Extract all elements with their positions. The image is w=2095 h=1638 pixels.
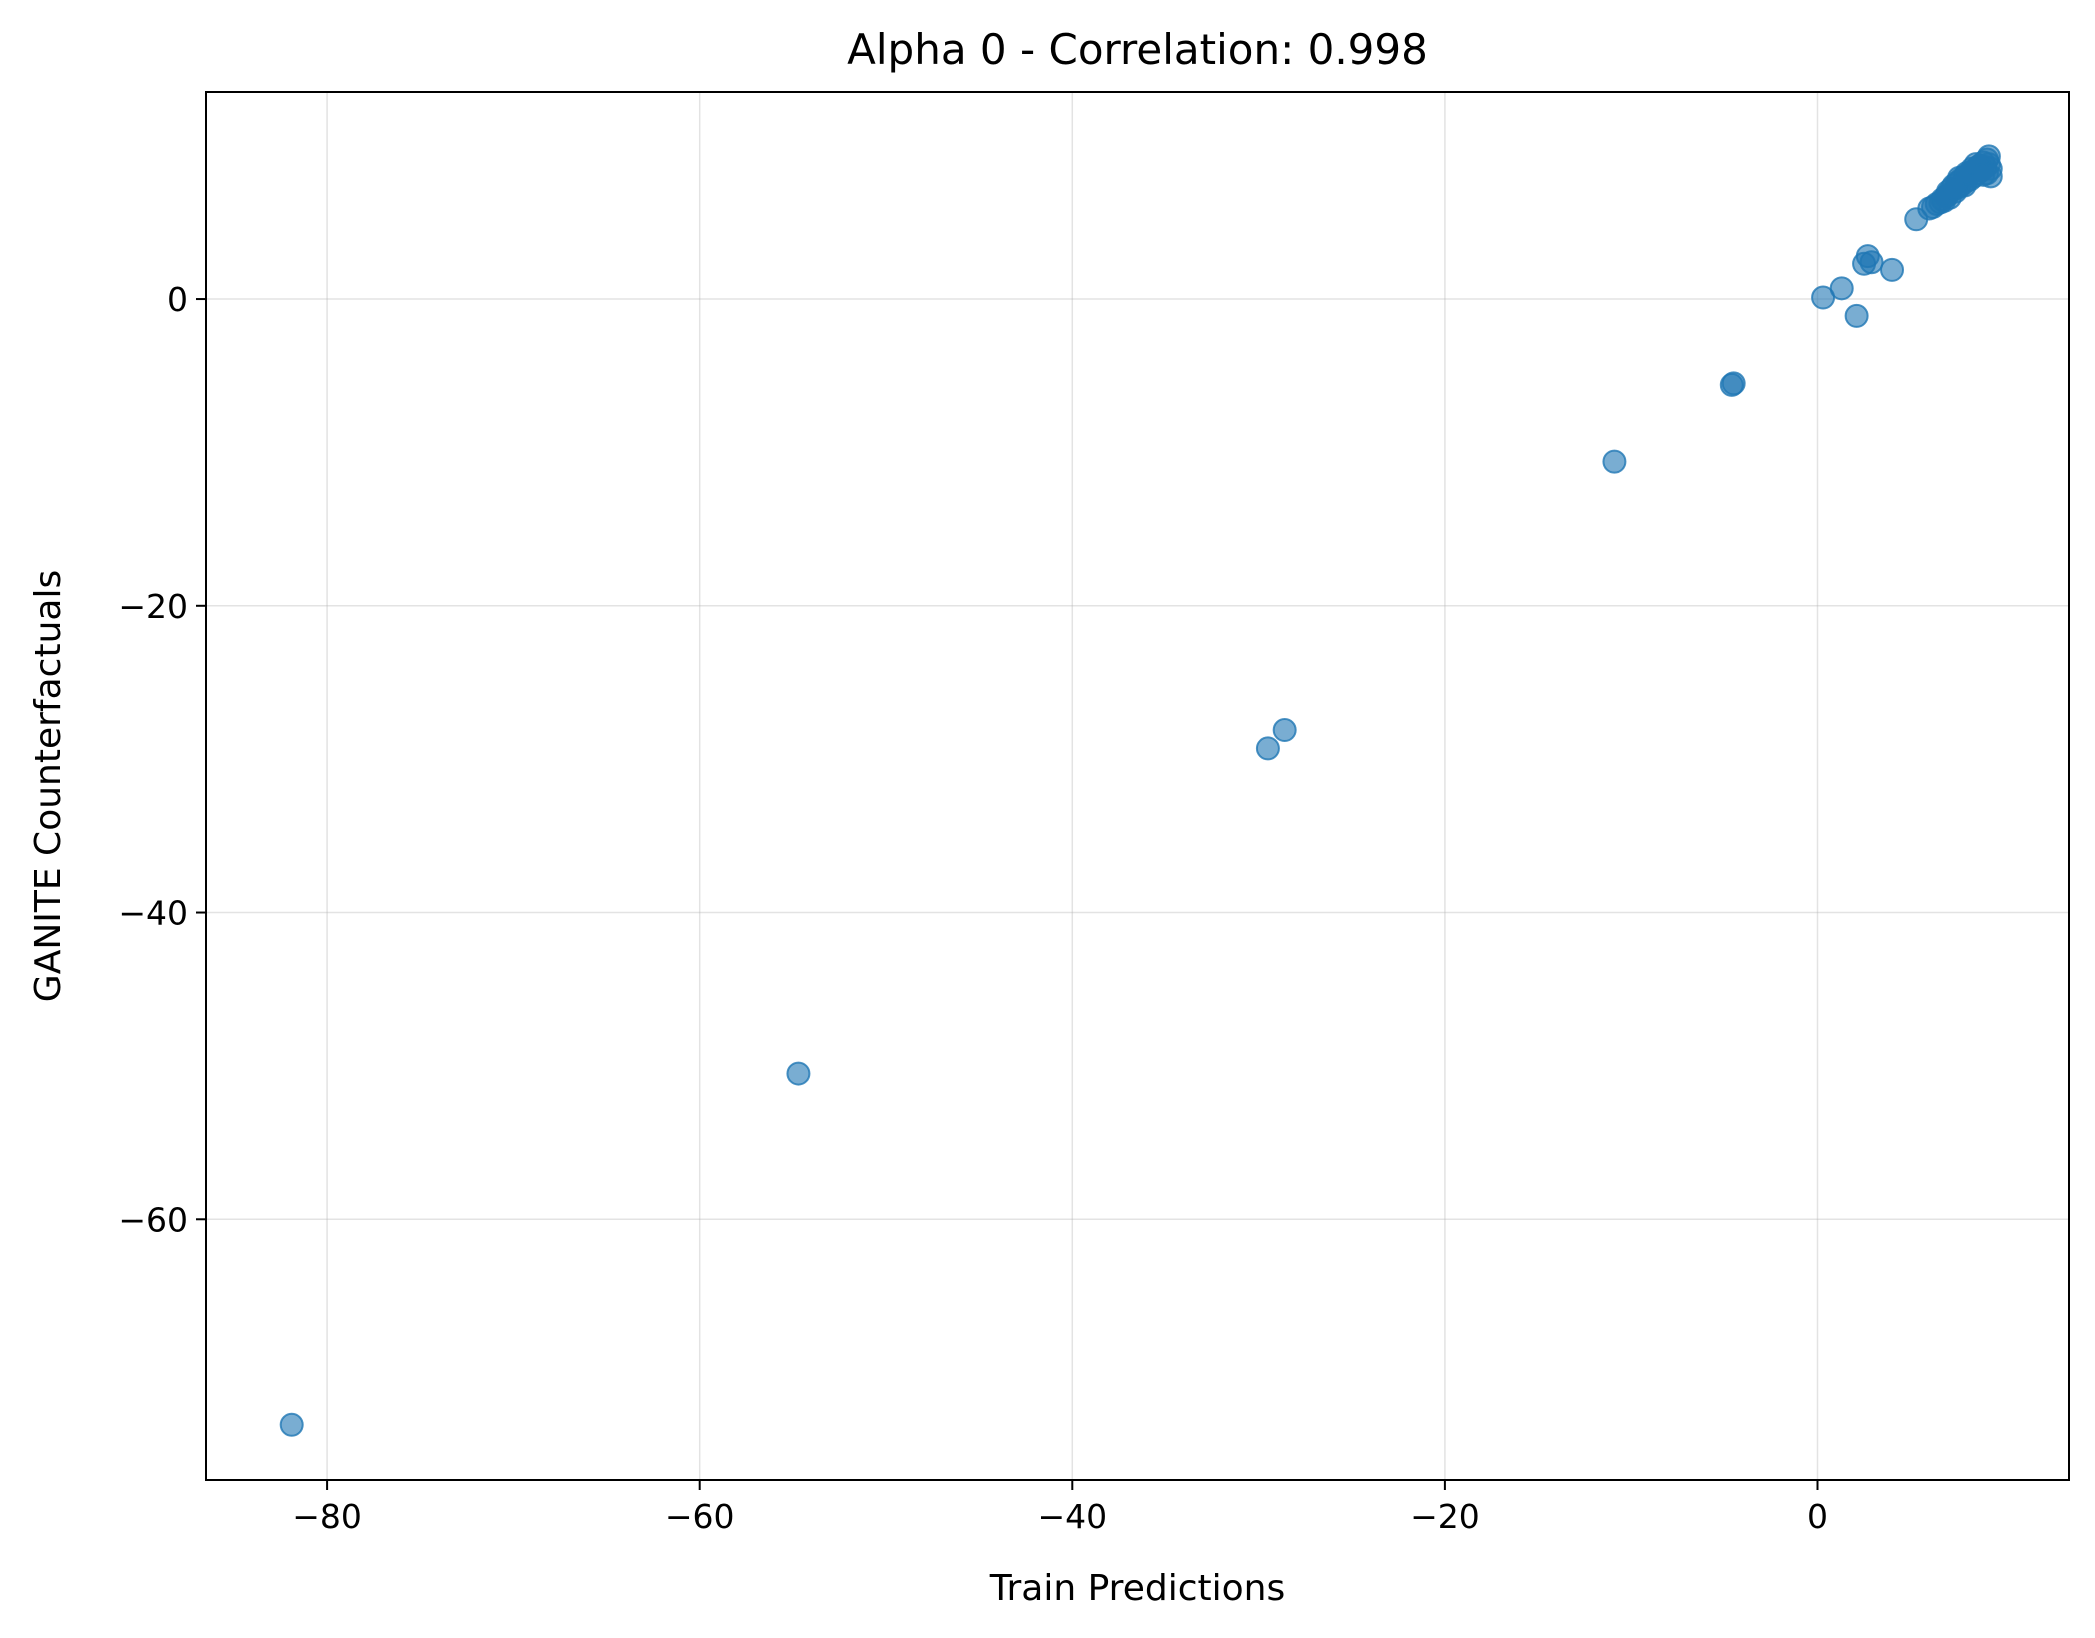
y-axis-label: GANITE Counterfactuals [28,570,69,1002]
x-tick-label: −40 [1037,1497,1107,1536]
plot-frame [205,91,2070,1481]
data-point [1255,736,1280,761]
data-point [279,1412,304,1437]
x-tick-label: −20 [1410,1497,1480,1536]
data-point [1859,250,1884,275]
y-tick-label: 0 [167,280,188,319]
x-tick-label: −60 [665,1497,735,1536]
axis-ticks: −80 −60 −40 −20 0 0 −20 −40 −60 [118,280,1828,1536]
data-point [1272,718,1297,743]
data-point [1880,257,1905,282]
x-axis-label: Train Predictions [989,1568,1285,1609]
data-point [1971,162,1996,187]
grid [206,92,2069,1480]
data-point [1844,303,1869,328]
x-tick-label: −80 [292,1497,362,1536]
data-point [1721,371,1746,396]
data-points [279,144,2003,1437]
y-tick-label: −20 [118,587,188,626]
x-tick-label: 0 [1807,1497,1828,1536]
data-point [1602,449,1627,474]
y-tick-label: −40 [118,894,188,933]
y-tick-label: −60 [118,1200,188,1239]
data-point [786,1061,811,1086]
data-point [1829,276,1854,301]
chart-title: Alpha 0 - Correlation: 0.998 [847,25,1428,74]
